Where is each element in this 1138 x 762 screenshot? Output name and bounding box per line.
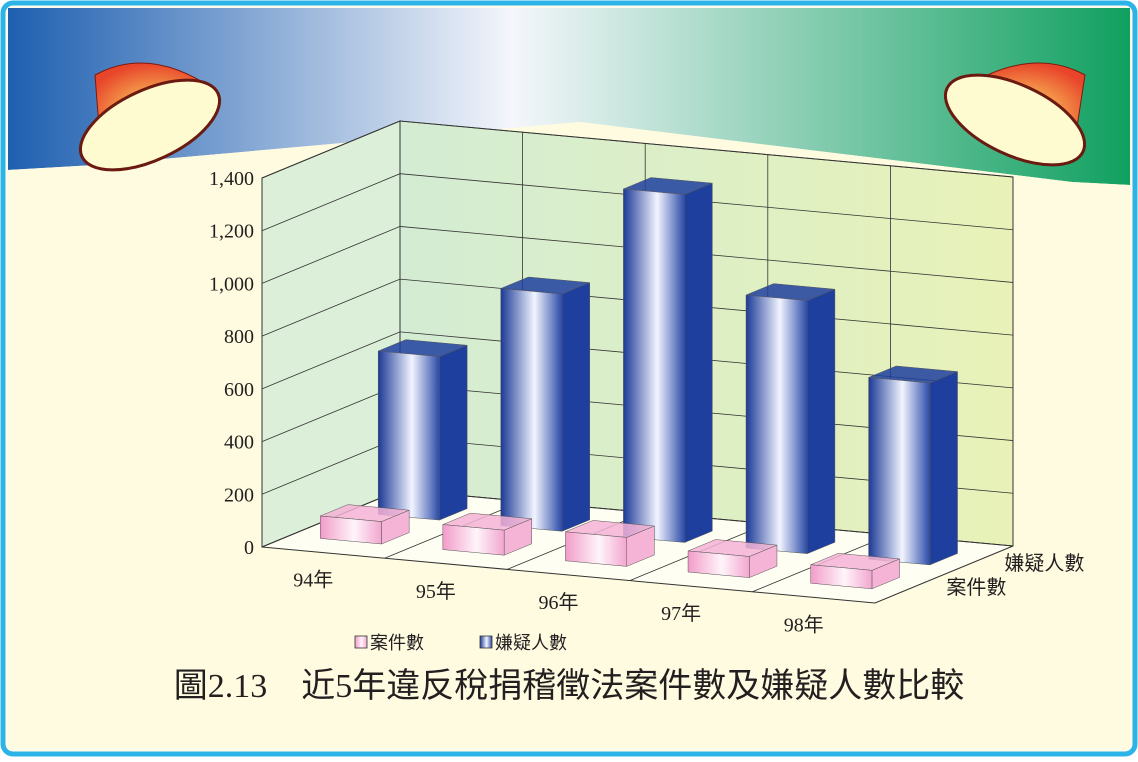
bar: [377, 350, 440, 521]
bar-side: [561, 282, 590, 532]
bar-side: [929, 371, 958, 566]
bar-side: [684, 182, 713, 543]
bar: [745, 294, 808, 554]
bar: [500, 288, 563, 532]
lamp-right: [943, 62, 1087, 167]
sky-band: [8, 8, 1130, 185]
x-tick-label: 97年: [661, 602, 701, 625]
chart-title: 圖2.13 近5年違反稅捐稽徵法案件數及嫌疑人數比較: [174, 667, 965, 705]
y-tick-label: 400: [224, 432, 254, 454]
lamp-left: [78, 62, 222, 172]
x-tick-label: 96年: [539, 591, 579, 614]
bar: [687, 550, 750, 578]
y-tick-label: 1,000: [209, 273, 254, 295]
y-tick-label: 1,400: [209, 168, 254, 190]
bar-side: [439, 344, 468, 521]
x-tick-label: 95年: [416, 580, 456, 603]
bar: [442, 524, 505, 556]
legend-swatch: [479, 635, 493, 649]
legend-label: 案件數: [370, 633, 424, 653]
x-tick-label: 98年: [784, 613, 824, 636]
bar: [320, 515, 382, 545]
y-tick-label: 600: [224, 379, 254, 401]
bar: [565, 531, 627, 567]
legend-swatch: [354, 635, 368, 649]
y-tick-label: 0: [244, 537, 254, 559]
bar: [868, 377, 931, 566]
depth-label: 嫌疑人數: [1004, 552, 1084, 575]
x-tick-label: 94年: [293, 569, 333, 592]
grid-line: [261, 226, 1014, 284]
bar-side: [807, 288, 836, 555]
grid-line: [261, 173, 1014, 232]
y-tick-label: 800: [224, 326, 254, 348]
grid-line: [261, 120, 1014, 179]
legend-label: 嫌疑人數: [495, 633, 567, 653]
bar: [623, 188, 685, 543]
bar: [810, 564, 873, 590]
depth-label: 案件數: [946, 576, 1006, 599]
y-tick-label: 200: [224, 484, 254, 506]
y-tick-label: 1,200: [209, 221, 254, 243]
